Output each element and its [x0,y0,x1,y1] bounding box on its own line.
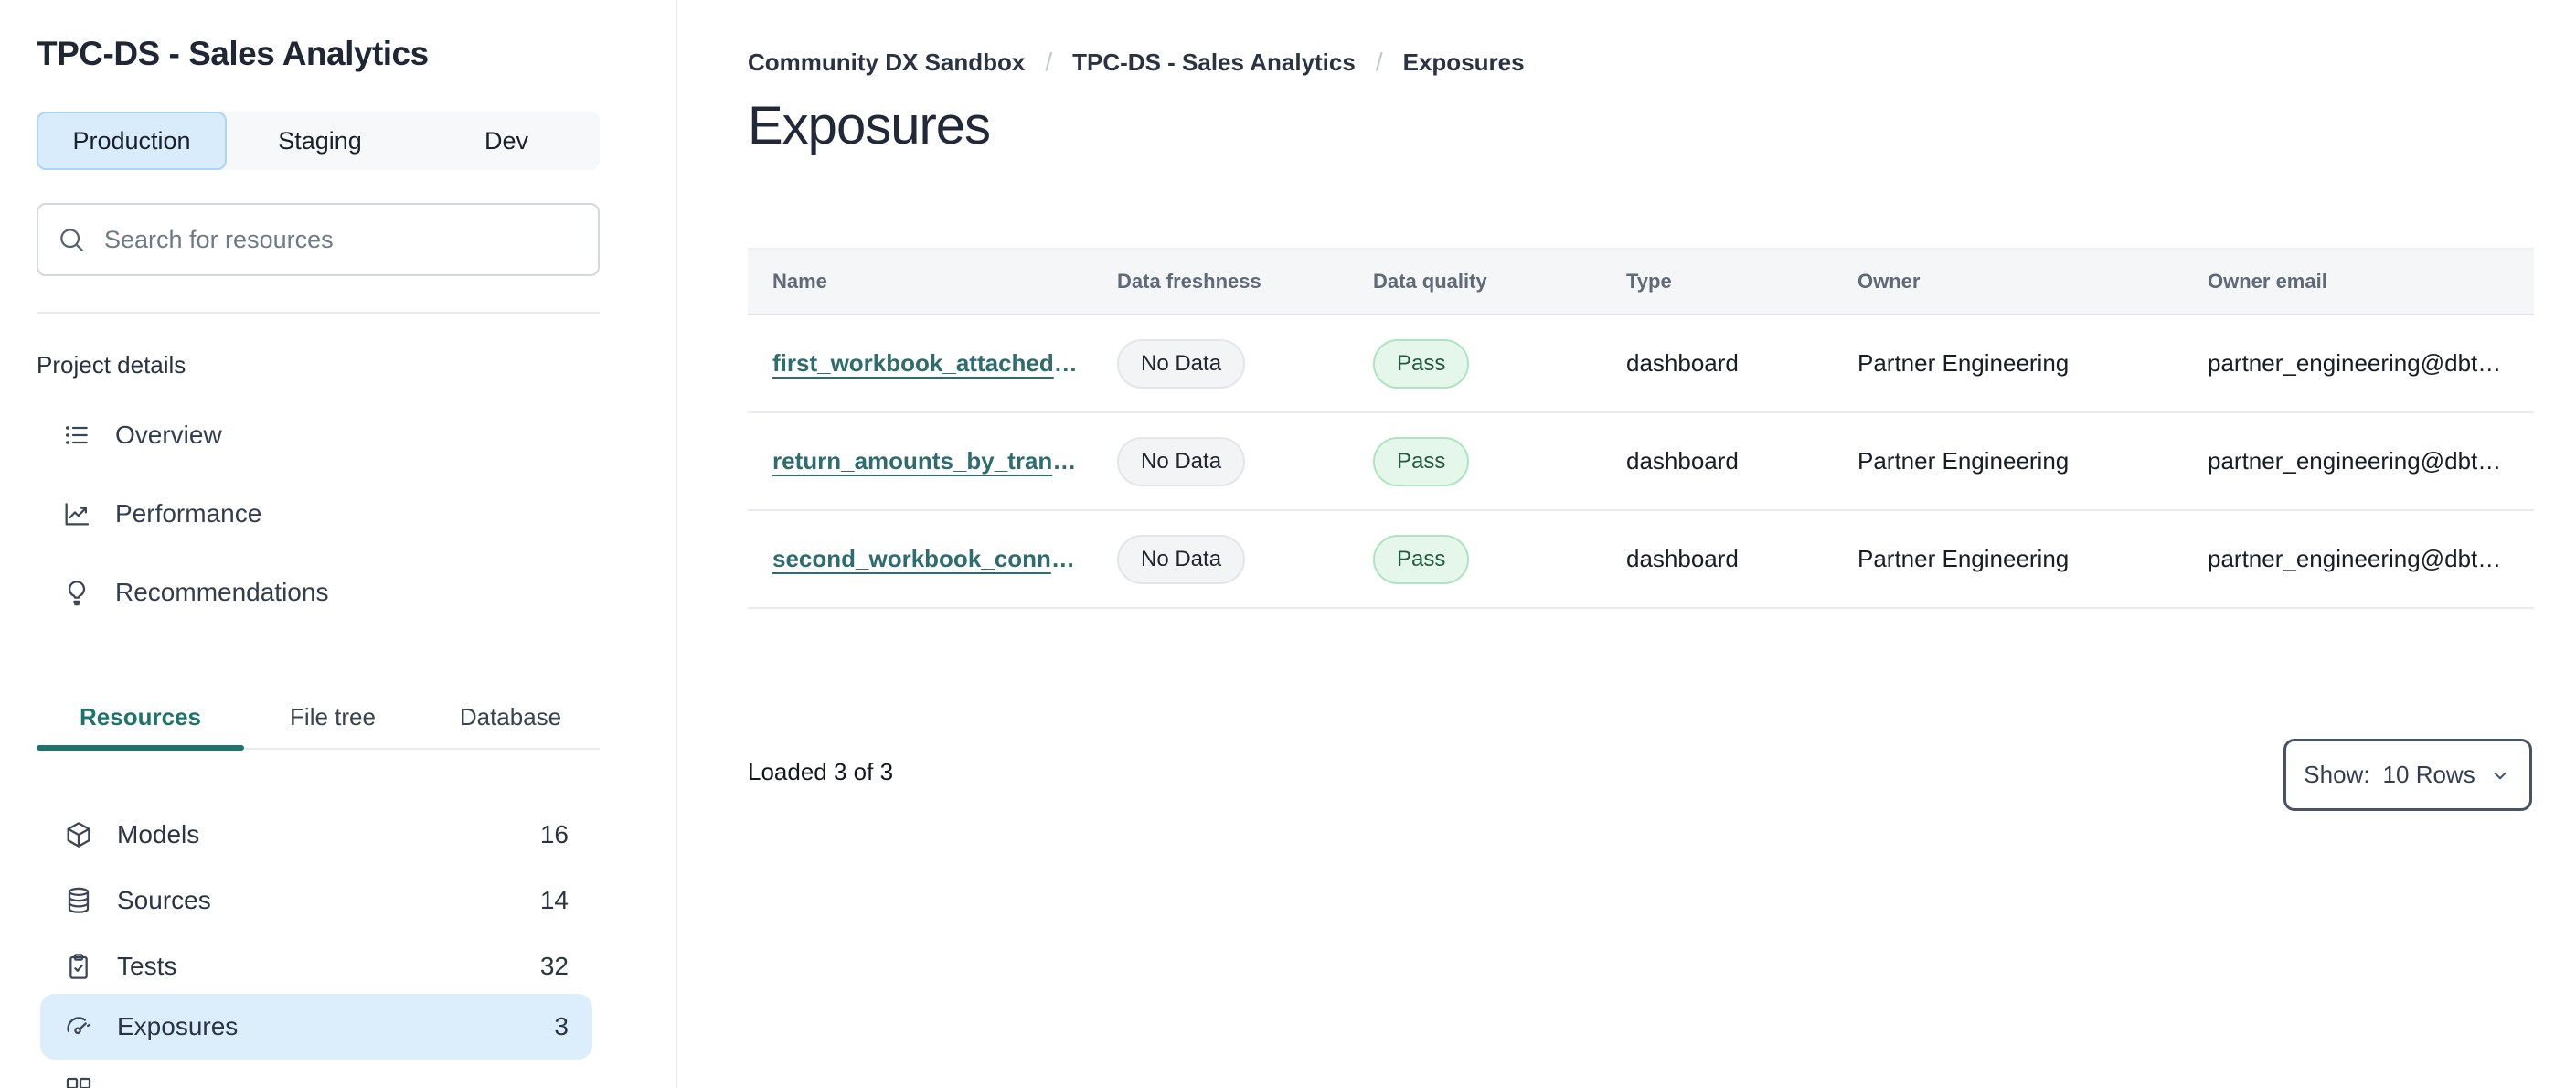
type-cell: dashboard [1626,447,1739,475]
owner-cell: Partner Engineering [1857,447,2070,475]
resource-item-label: Sources [117,886,211,914]
exposures-count: 3 [554,1012,569,1040]
type-cell: dashboard [1626,349,1739,377]
owner-cell: Partner Engineering [1857,545,2070,572]
line-chart-icon [62,499,91,528]
exposure-link[interactable]: first_workbook_attached… [772,349,1078,378]
sidebar-item-overview[interactable]: Overview [62,411,222,459]
clipboard-check-icon [64,952,93,981]
grid-icon [64,1075,93,1088]
env-tab-staging[interactable]: Staging [278,126,362,155]
column-header-data-freshness: Data freshness [1117,270,1261,293]
table-row: second_workbook_conn… No Data Pass dashb… [748,511,2534,609]
tab-file-tree[interactable]: File tree [290,702,376,731]
tab-resources[interactable]: Resources [80,702,201,731]
truncation-ellipsis: … [1052,447,1077,475]
exposure-link[interactable]: second_workbook_conn… [772,545,1075,573]
exposure-name: return_amounts_by_tran [772,447,1053,475]
cube-icon [64,820,93,849]
owner-email-cell: partner_engineering@dbt… [2208,447,2502,475]
search-input[interactable] [102,224,580,255]
exposure-link[interactable]: return_amounts_by_tran… [772,447,1076,475]
sidebar: TPC-DS - Sales Analytics Production Stag… [0,0,677,1088]
page-title: Exposures [748,96,991,155]
resource-item-label: Models [117,820,200,848]
project-title: TPC-DS - Sales Analytics [37,35,429,72]
sidebar-item-performance[interactable]: Performance [62,490,261,538]
data-quality-badge: Pass [1373,436,1470,486]
loaded-status: Loaded 3 of 3 [748,758,894,785]
sidebar-item-recommendations[interactable]: Recommendations [62,569,328,616]
breadcrumb-item-account[interactable]: Community DX Sandbox [748,48,1026,76]
sources-count: 14 [539,886,569,914]
resource-item-label: Tests [117,952,177,980]
models-count: 16 [539,820,569,848]
sidebar-item-models[interactable]: Models 16 [40,802,592,868]
breadcrumb: Community DX Sandbox / TPC-DS - Sales An… [748,48,1525,77]
exposure-name: second_workbook_conn [772,545,1051,572]
show-label: Show: [2304,761,2370,788]
breadcrumb-separator: / [1375,48,1383,76]
database-icon [64,886,93,915]
breadcrumb-item-current: Exposures [1402,48,1525,76]
gauge-icon [64,1012,93,1041]
exposures-table: Name Data freshness Data quality Type Ow… [748,248,2534,609]
breadcrumb-separator: / [1045,48,1053,76]
owner-cell: Partner Engineering [1857,349,2070,377]
sidebar-divider [37,312,600,314]
column-header-type: Type [1626,270,1672,293]
resource-item-label: Exposures [117,1012,239,1040]
active-tab-underline [37,745,244,751]
sidebar-item-label: Overview [115,421,222,449]
search-icon [57,225,86,254]
project-details-heading: Project details [37,351,186,379]
owner-email-cell: partner_engineering@dbt… [2208,349,2502,377]
resource-search-box[interactable] [37,203,600,276]
lightbulb-icon [62,578,91,607]
table-row: return_amounts_by_tran… No Data Pass das… [748,413,2534,511]
env-tab-production[interactable]: Production [37,112,227,170]
tab-divider-line [37,748,600,750]
truncation-ellipsis: … [1053,349,1078,377]
data-freshness-badge: No Data [1117,436,1246,486]
sidebar-item-exposures[interactable]: Exposures 3 [40,994,592,1060]
owner-email-cell: partner_engineering@dbt… [2208,545,2502,572]
type-cell: dashboard [1626,545,1739,572]
data-freshness-badge: No Data [1117,338,1246,389]
column-header-data-quality: Data quality [1373,270,1487,293]
column-header-owner-email: Owner email [2208,270,2327,293]
breadcrumb-item-project[interactable]: TPC-DS - Sales Analytics [1072,48,1356,76]
sidebar-item-sources[interactable]: Sources 14 [40,868,592,933]
truncation-ellipsis: … [1050,545,1075,572]
column-header-owner: Owner [1857,270,1921,293]
sidebar-item-tests[interactable]: Tests 32 [40,933,592,999]
env-tab-dev[interactable]: Dev [484,126,528,155]
data-freshness-badge: No Data [1117,534,1246,584]
chevron-down-icon [2488,763,2512,787]
column-header-name: Name [772,270,827,293]
show-value: 10 Rows [2382,761,2475,788]
table-header-row: Name Data freshness Data quality Type Ow… [748,248,2534,315]
exposure-name: first_workbook_attached [772,349,1054,377]
list-icon [62,421,91,450]
show-rows-dropdown[interactable]: Show: 10 Rows [2283,739,2532,811]
table-row: first_workbook_attached… No Data Pass da… [748,315,2534,413]
sidebar-item-label: Performance [115,499,262,528]
tests-count: 32 [539,952,569,980]
environment-switcher: Production Staging Dev [37,112,600,170]
sidebar-item-label: Recommendations [115,578,329,606]
data-quality-badge: Pass [1373,338,1470,389]
data-quality-badge: Pass [1373,534,1470,584]
tab-database[interactable]: Database [459,702,562,731]
